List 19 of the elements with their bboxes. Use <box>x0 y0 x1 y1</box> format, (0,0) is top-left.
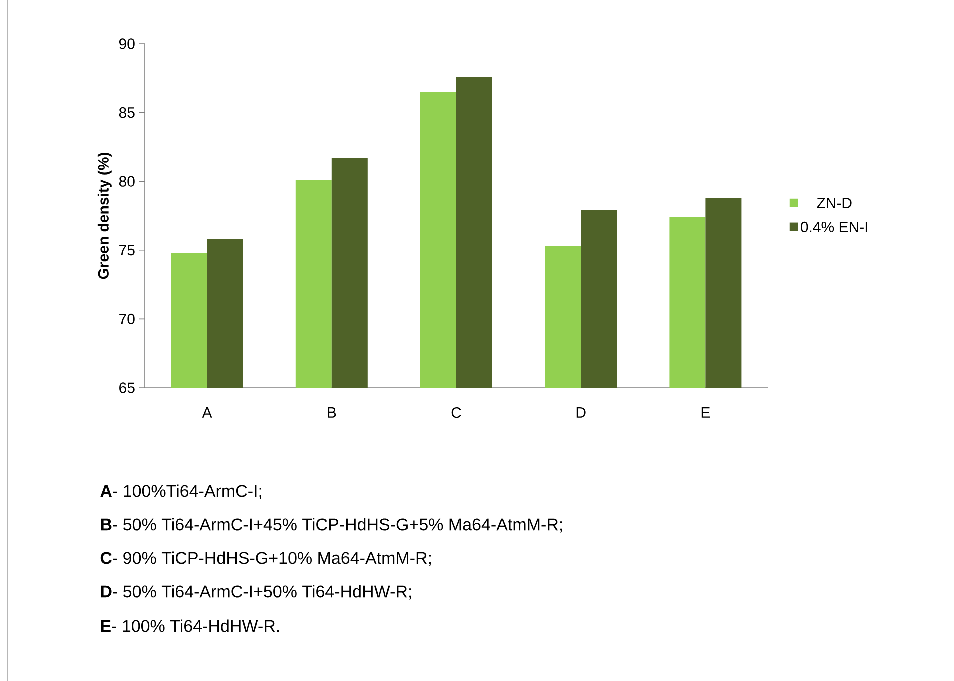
legend-label: ZN-D <box>817 198 852 208</box>
text: E- 100% Ti64-HdHW-R. <box>101 620 280 632</box>
x-tick-label: D <box>576 408 586 418</box>
x-tick-label: A <box>202 408 212 418</box>
y-tick-label: 75 <box>120 245 135 256</box>
text: C- 90% TiCP-HdHS-G+10% Ma64-AtmM-R; <box>100 552 431 566</box>
y-tick-label: 90 <box>119 38 135 50</box>
text: B- 50% Ti64-ArmC-I+45% TiCP-HdHS-G+5% Ma64-AtmM-R; <box>101 518 562 533</box>
text: A- 100%Ti64-ArmC-I; <box>100 484 262 500</box>
x-tick-label: B <box>328 408 336 418</box>
x-tick-label: C <box>452 408 462 418</box>
y-tick-label: 70 <box>120 314 135 325</box>
y-tick-label: 65 <box>120 382 135 394</box>
y-tick-label: 80 <box>119 176 135 187</box>
legend-label: 0.4% EN-I <box>801 222 868 233</box>
y-tick-label: 85 <box>119 107 135 118</box>
text: D- 50% Ti64-ArmC-I+50% Ti64-HdHW-R; <box>101 585 412 600</box>
y-axis-title: Green density (%) <box>98 152 112 280</box>
x-tick-label: E <box>702 408 710 418</box>
